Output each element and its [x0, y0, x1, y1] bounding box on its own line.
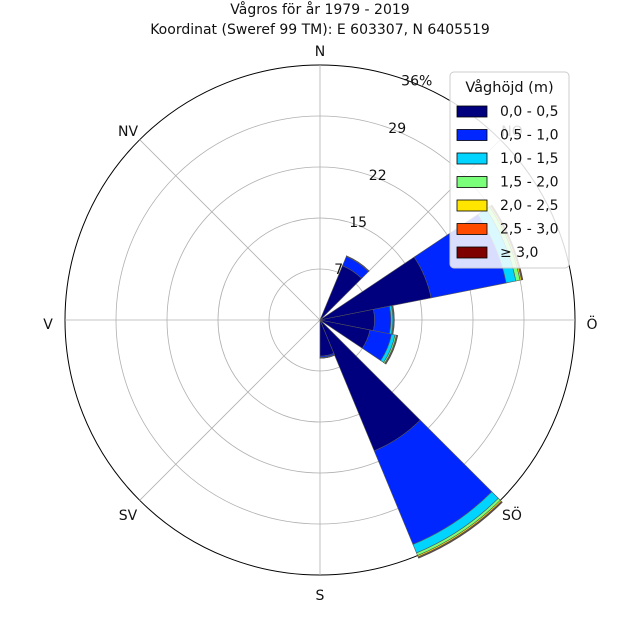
legend-label: 2,5 - 3,0 [500, 222, 558, 238]
legend-swatch [456, 199, 488, 212]
sector-segment [384, 334, 399, 365]
direction-label: NV [118, 124, 138, 140]
angular-gridline [139, 319, 321, 501]
legend-swatch [456, 246, 488, 259]
legend-swatch [456, 129, 488, 141]
radial-tick-label: 15 [349, 215, 367, 231]
legend-label: 0,5 - 1,0 [500, 128, 558, 144]
radial-tick-label: 7 [334, 262, 343, 278]
sector-segment [373, 305, 392, 335]
legend-box [449, 71, 570, 269]
direction-label: Ö [586, 315, 597, 333]
legend-label: ≥ 3,0 [500, 245, 538, 261]
legend-label: 2,0 - 2,5 [500, 198, 558, 214]
chart-subtitle: Koordinat (Sweref 99 TM): E 603307, N 64… [150, 22, 490, 38]
legend: Våghöjd (m) 0,0 - 0,5 0,5 - 1,0 1,0 - 1,5 1,… [449, 71, 570, 269]
radial-tick-label: 29 [388, 121, 406, 137]
legend-title: Våghöjd (m) [465, 79, 553, 96]
radial-tick-label: 36% [401, 74, 432, 90]
radial-tick-label: 22 [369, 168, 387, 184]
legend-swatch [456, 152, 488, 165]
sector-segment [346, 255, 370, 272]
direction-label: SV [119, 508, 138, 524]
legend-swatch [456, 176, 488, 188]
legend-swatch [456, 223, 488, 235]
direction-label: N [315, 44, 325, 60]
legend-label: 1,5 - 2,0 [500, 175, 558, 191]
axis-labels: NNOÖSÖSSVVNV715222936% [43, 44, 597, 604]
legend-label: 0,0 - 0,5 [500, 104, 558, 120]
direction-label: V [43, 317, 53, 333]
direction-label: S [316, 588, 325, 604]
legend-label: 1,0 - 1,5 [500, 151, 558, 167]
direction-label: SÖ [502, 506, 522, 524]
sector-segment [418, 501, 503, 559]
angular-gridline [139, 139, 321, 321]
legend-swatch [456, 105, 488, 118]
chart-title: Vågros för år 1979 - 2019 [230, 1, 409, 18]
sector-segment [319, 354, 336, 359]
